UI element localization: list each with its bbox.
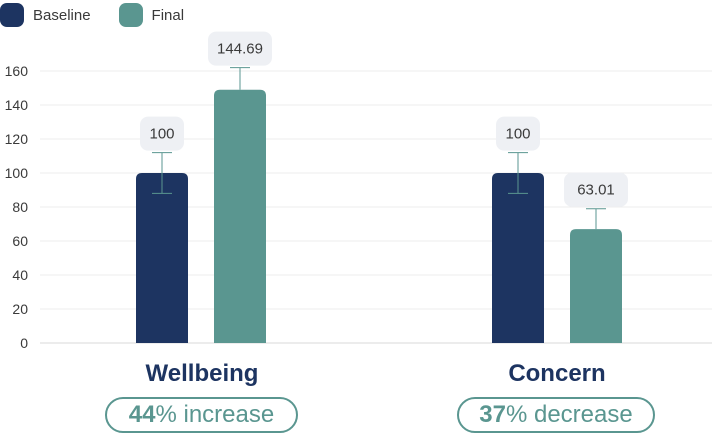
legend-swatch-final [118,3,143,27]
y-tick-label-140: 140 [5,97,29,113]
summary-text-wellbeing: % increase [155,401,275,428]
legend-label-final: Final [151,6,185,24]
bar-concern-final [570,229,622,343]
value-label-bg-wellbeing-final [208,31,272,66]
y-tick-label-100: 100 [5,165,29,181]
y-tick-label-80: 80 [12,199,28,215]
summary-value-wellbeing: 44 [128,401,156,428]
bar-wellbeing-baseline [136,173,188,343]
category-label-wellbeing: Wellbeing [145,360,259,387]
summary-badge-concern: 37% decrease [457,397,655,433]
legend-swatch-baseline [0,3,24,27]
value-label-bg-wellbeing-baseline [140,116,184,151]
y-tick-label-20: 20 [12,301,28,317]
summary-text-concern: % decrease [505,401,633,428]
bar-concern-baseline [492,173,544,343]
y-tick-label-60: 60 [12,233,28,249]
summary-value-concern: 37 [479,401,506,428]
value-label-wellbeing-final: 144.69 [217,41,263,58]
value-label-concern-final: 63.01 [577,182,615,199]
y-tick-label-0: 0 [20,335,28,351]
value-label-concern-baseline: 100 [505,126,530,143]
y-tick-label-160: 160 [5,63,29,79]
bar-wellbeing-final [214,89,266,343]
value-label-wellbeing-baseline: 100 [149,126,174,143]
legend-item-final[interactable]: Final [118,3,185,27]
value-label-bg-concern-final [564,172,628,207]
legend: Baseline Final [0,3,212,27]
y-tick-label-120: 120 [5,131,29,147]
legend-item-baseline[interactable]: Baseline [0,3,91,27]
y-tick-label-40: 40 [12,267,28,283]
legend-label-baseline: Baseline [33,6,91,24]
category-label-concern: Concern [508,360,606,387]
value-label-bg-concern-baseline [496,116,540,151]
summary-badge-wellbeing: 44% increase [105,397,298,433]
